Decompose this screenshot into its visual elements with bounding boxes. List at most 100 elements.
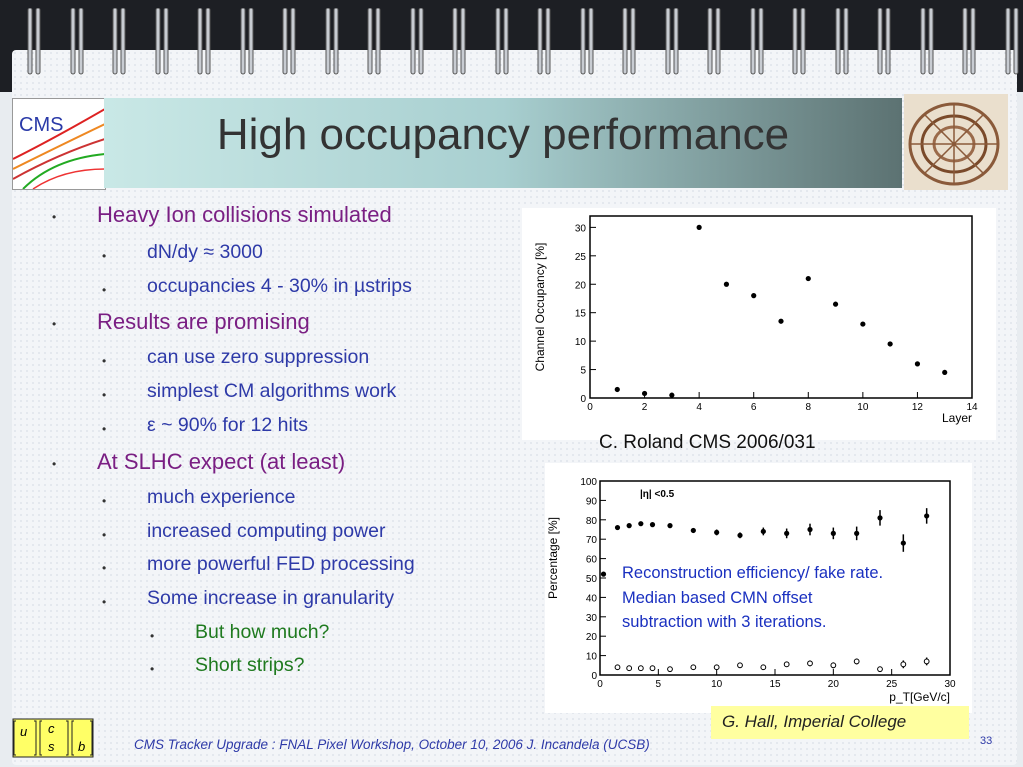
plot2-ytick-label: 100 [580,477,597,488]
bullet-text: Some increase in granularity [147,587,395,609]
overlay-line: Median based CMN offset [622,588,813,607]
plot1-xtick-label: 6 [751,402,757,413]
plot2-efficiency-point [667,523,673,529]
cms-logo-text: CMS [19,114,63,136]
plot2-ytick-label: 0 [591,671,597,682]
plot2-overlay-text: Reconstruction efficiency/ fake rate. Me… [622,561,883,635]
binding-ring [664,7,680,78]
plot2-efficiency-point [807,526,813,533]
binding-ring [111,7,127,78]
binding-ring [749,7,765,78]
bullet-text: Heavy Ion collisions simulated [97,202,392,227]
plot2-xlabel: p_T[GeV/c] [889,690,950,704]
plot1-ytick-label: 15 [575,309,587,320]
plot1-ytick-label: 20 [575,280,587,291]
plot2-ytick-label: 90 [586,496,598,507]
plot2-fakerate-point [737,662,743,669]
binding-ring [196,7,212,78]
plot1-data-point [914,361,921,367]
plot1-data-point [723,281,730,287]
ucsb-logo: u c s b [12,718,94,758]
plot2-fakerate-point [614,664,621,671]
plot1-data-point [669,392,675,398]
bullet-marker: • [150,662,155,676]
plot2-ylabel: Percentage [%] [546,517,560,599]
bullet-marker: • [52,457,57,471]
bullet-marker: • [102,561,107,575]
plot1-caption: C. Roland CMS 2006/031 [599,432,816,453]
bullet-marker: • [102,249,107,263]
plot1-data-point [887,341,893,347]
plot2-xtick-label: 5 [656,679,662,690]
plot1-data-point [860,321,866,327]
plot2-fakerate-point [760,664,767,671]
binding-ring [706,7,722,78]
binding-ring [239,7,255,78]
ucsb-letter-b: b [78,739,85,754]
plot1-data-point [832,301,839,307]
bullet-text: occupancies 4 - 30% in µstrips [147,275,412,297]
plot2-efficiency-point [600,571,607,577]
plot2-xtick-label: 15 [769,679,781,690]
plot2-xtick-label: 20 [828,679,840,690]
plot2-ytick-label: 60 [586,555,598,566]
binding-ring [154,7,170,78]
plot1-ytick-label: 10 [575,337,587,348]
bullet-text: But how much? [195,621,330,643]
plot2-xtick-label: 30 [944,679,956,690]
credit-text: G. Hall, Imperial College [722,712,907,731]
plot2-ytick-label: 40 [586,593,598,604]
plot2-efficiency-point [900,540,906,546]
plot2-efficiency-point [638,521,644,527]
plot2-efficiency-point [924,513,930,519]
binding-ring [69,7,85,78]
binding-ring [26,7,42,78]
plot2-ytick-label: 80 [586,516,598,527]
plot2-efficiency-point [854,530,860,536]
bullet-text: much experience [147,486,296,508]
plot1-xtick-label: 10 [857,402,869,413]
plot2-fakerate-point [853,658,860,665]
plot2-efficiency-point [760,528,766,535]
bullet-text: increased computing power [147,520,386,542]
bullet-marker: • [102,595,107,609]
plot2-efficiency-point [714,529,720,536]
plot2-efficiency-point [690,527,696,534]
plot2-efficiency-point [649,522,656,528]
plot2-fakerate-point [637,665,644,672]
binding-ring [536,7,552,78]
page-number: 33 [980,735,993,747]
bullet-marker: • [150,629,155,643]
bullet-text: dN/dy ≈ 3000 [147,241,263,263]
plot1-data-point [696,224,702,230]
bullet-text: Short strips? [195,654,305,676]
plot1-data-point [751,293,757,299]
title-bar: High occupancy performance [104,98,902,188]
plot2-fakerate-point [713,664,720,671]
bullet-text: simplest CM algorithms work [147,380,397,402]
bullet-marker: • [102,388,107,402]
plot1-ytick-label: 0 [580,394,586,405]
bullet-text: can use zero suppression [147,346,370,368]
overlay-line: Reconstruction efficiency/ fake rate. [622,564,884,582]
overlay-line: subtraction with 3 iterations. [622,613,827,631]
bullet-marker: • [102,283,107,297]
bullet-text: At SLHC expect (at least) [97,449,346,474]
binding-ring [409,7,425,78]
credit-box: G. Hall, Imperial College [711,706,969,739]
binding-ring [621,7,637,78]
binding-ring [919,7,935,78]
plot2-ytick-label: 30 [586,613,598,624]
plot1-ytick-label: 5 [580,366,586,377]
plot2-fakerate-point [877,666,883,673]
bullet-marker: • [102,422,107,436]
binding-ring [324,7,340,78]
plot2-xtick-label: 25 [886,679,898,690]
occupancy-plot: 0 2 4 6 8 10 12 14 0 5 10 15 20 25 30 Layer Channel Occu… [522,208,996,440]
plot2-ytick-label: 70 [586,535,598,546]
plot2-xtick-label: 0 [597,679,603,690]
plot2-ytick-label: 10 [586,652,598,663]
plot1-xtick-label: 2 [642,402,648,413]
efficiency-plot: 0 5 10 15 20 25 30 0 10 20 30 40 50 60 70 80 90 100 p_T[Ge… [545,463,972,713]
bullet-text: more powerful FED processing [147,553,415,575]
